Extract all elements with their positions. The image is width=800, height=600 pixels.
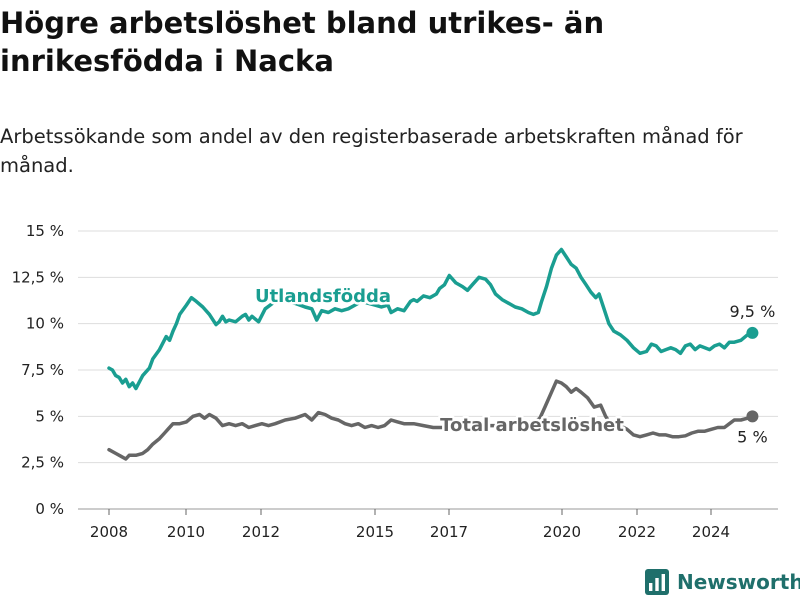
series-end-point [746,410,759,423]
y-tick-label: 10 % [26,315,64,333]
brand-logo: Newsworthy [645,567,800,597]
series-line-total-arbetsloshet [107,379,755,461]
x-tick-label: 2008 [90,523,128,541]
y-tick-label: 7,5 % [21,361,64,379]
series-name-label: Utlandsfödda [255,286,391,307]
x-axis: 2008 2010 2012 2015 2017 2020 2022 2024 [90,509,730,541]
series-lines [107,247,759,461]
y-tick-label: 2,5 % [21,454,64,472]
brand-name: Newsworthy [677,570,800,594]
page-subtitle: Arbetssökande som andel av den registerb… [0,125,743,177]
y-tick-label: 5 % [35,407,64,425]
x-tick-label: 2020 [543,523,581,541]
x-tick-label: 2015 [356,523,394,541]
x-tick-label: 2022 [618,523,656,541]
page-title: Högre arbetslöshet bland utrikes- än inr… [0,6,605,78]
x-tick-label: 2012 [242,523,280,541]
y-tick-label: 15 % [26,222,64,240]
y-tick-label: 0 % [35,500,64,518]
x-tick-label: 2010 [167,523,205,541]
series-end-label: 9,5 % [730,302,776,321]
y-tick-label: 12,5 % [12,268,64,286]
series-labels: 9,5 % Utlandsfödda 5 % Total arbetslöshet [252,284,776,447]
series-end-point [746,326,759,339]
series-line-utlandsfodda [107,247,755,391]
series-end-label: 5 % [737,427,767,446]
series-name-label: Total arbetslöshet [440,415,624,436]
x-tick-label: 2017 [430,523,468,541]
grid-lines [78,230,778,510]
bar-chart-logo-icon [645,569,669,595]
y-axis: 0 % 2,5 % 5 % 7,5 % 10 % 12,5 % 15 % [12,222,64,518]
x-tick-label: 2024 [692,523,730,541]
